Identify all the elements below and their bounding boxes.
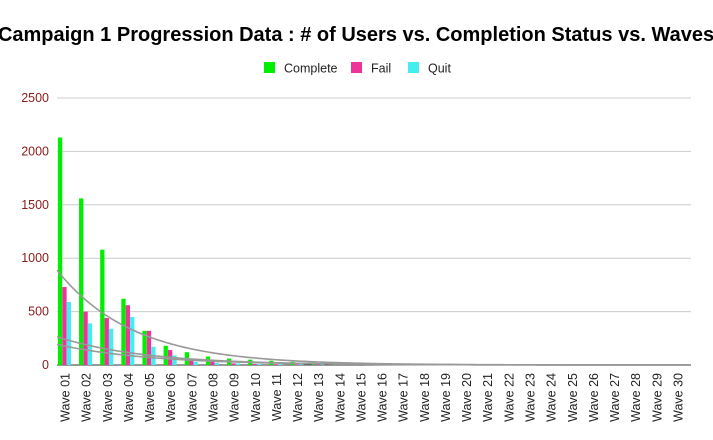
x-tick-label: Wave 01 bbox=[59, 373, 73, 422]
bar-quit bbox=[172, 355, 177, 365]
legend: Complete Fail Quit bbox=[264, 62, 451, 76]
y-tick-label: 2000 bbox=[21, 144, 49, 158]
y-tick-label: 1000 bbox=[21, 251, 49, 265]
y-tick-label: 500 bbox=[28, 305, 49, 319]
gridlines bbox=[57, 97, 691, 366]
x-tick-label: Wave 29 bbox=[650, 373, 664, 422]
x-tick-label: Wave 22 bbox=[502, 373, 516, 422]
x-tick-label: Wave 11 bbox=[270, 373, 284, 421]
bar-quit bbox=[320, 364, 325, 365]
x-tick-label: Wave 09 bbox=[228, 373, 242, 422]
bar-quit bbox=[256, 363, 262, 365]
bar-fail bbox=[125, 305, 131, 365]
bar-fail bbox=[273, 364, 278, 365]
x-tick-label: Wave 19 bbox=[439, 373, 453, 422]
x-tick-label: Wave 06 bbox=[164, 373, 178, 422]
bar-fail bbox=[252, 363, 257, 365]
x-tick-label: Wave 25 bbox=[566, 373, 580, 422]
x-tick-label: Wave 04 bbox=[122, 373, 136, 422]
legend-label-complete: Complete bbox=[284, 62, 338, 76]
x-tick-label: Wave 13 bbox=[312, 373, 326, 422]
bar-fail bbox=[104, 318, 109, 365]
bar-quit bbox=[278, 364, 283, 365]
y-axis: 0 500 1000 1500 2000 2500 bbox=[21, 91, 49, 372]
bar-fail bbox=[62, 287, 67, 365]
x-tick-label: Wave 26 bbox=[587, 373, 601, 422]
bar-complete bbox=[121, 298, 126, 365]
trendline-quit bbox=[56, 343, 691, 366]
bar-quit bbox=[87, 323, 93, 365]
x-tick-label: Wave 30 bbox=[671, 373, 685, 422]
x-tick-label: Wave 15 bbox=[354, 373, 368, 422]
y-tick-label: 0 bbox=[42, 358, 49, 372]
trendlines bbox=[56, 269, 691, 366]
x-axis: Wave 01 Wave 02 Wave 03 Wave 04 Wave 05 Wave … bbox=[59, 373, 686, 422]
x-tick-label: Wave 28 bbox=[629, 373, 643, 422]
bar-complete bbox=[142, 330, 147, 365]
bar-quit bbox=[193, 361, 198, 365]
x-tick-label: Wave 23 bbox=[524, 373, 538, 422]
x-tick-label: Wave 14 bbox=[333, 373, 347, 422]
x-tick-label: Wave 17 bbox=[397, 373, 411, 422]
bar-fail bbox=[231, 363, 236, 365]
bar-complete bbox=[79, 198, 84, 365]
bar-quit bbox=[235, 363, 241, 365]
bar-fail bbox=[189, 358, 194, 365]
x-tick-label: Wave 21 bbox=[481, 373, 495, 422]
x-tick-label: Wave 24 bbox=[545, 373, 559, 422]
bar-complete bbox=[57, 137, 63, 365]
x-tick-label: Wave 10 bbox=[249, 373, 263, 422]
x-tick-label: Wave 02 bbox=[80, 373, 94, 422]
x-tick-label: Wave 20 bbox=[460, 373, 474, 422]
bar-fail bbox=[83, 311, 88, 365]
bar-quit bbox=[108, 328, 114, 365]
chart-title: Campaign 1 Progression Data : # of Users… bbox=[0, 24, 713, 46]
x-tick-label: Wave 05 bbox=[143, 373, 157, 422]
legend-swatch-fail bbox=[351, 62, 362, 73]
x-tick-label: Wave 12 bbox=[291, 373, 305, 422]
legend-label-quit: Quit bbox=[428, 62, 451, 76]
bar-quit bbox=[66, 301, 72, 365]
x-tick-label: Wave 18 bbox=[418, 373, 432, 422]
bar-quit bbox=[130, 316, 135, 365]
legend-swatch-complete bbox=[264, 62, 275, 73]
bar-fail bbox=[315, 364, 321, 365]
bar-fail bbox=[210, 361, 215, 365]
bar-complete bbox=[163, 345, 168, 365]
y-tick-label: 1500 bbox=[21, 198, 49, 212]
x-tick-label: Wave 16 bbox=[376, 373, 390, 422]
bar-quit bbox=[214, 362, 219, 365]
bar-complete bbox=[100, 249, 105, 365]
bar-fail bbox=[294, 364, 300, 365]
bar-fail bbox=[146, 330, 152, 365]
legend-swatch-quit bbox=[408, 62, 419, 73]
x-tick-label: Wave 03 bbox=[101, 373, 115, 422]
x-tick-label: Wave 07 bbox=[185, 373, 199, 422]
bar-quit bbox=[299, 364, 304, 365]
x-tick-label: Wave 08 bbox=[207, 373, 221, 422]
x-tick-label: Wave 27 bbox=[608, 373, 622, 422]
bars bbox=[57, 137, 684, 365]
legend-label-fail: Fail bbox=[371, 62, 391, 76]
y-tick-label: 2500 bbox=[21, 91, 49, 105]
